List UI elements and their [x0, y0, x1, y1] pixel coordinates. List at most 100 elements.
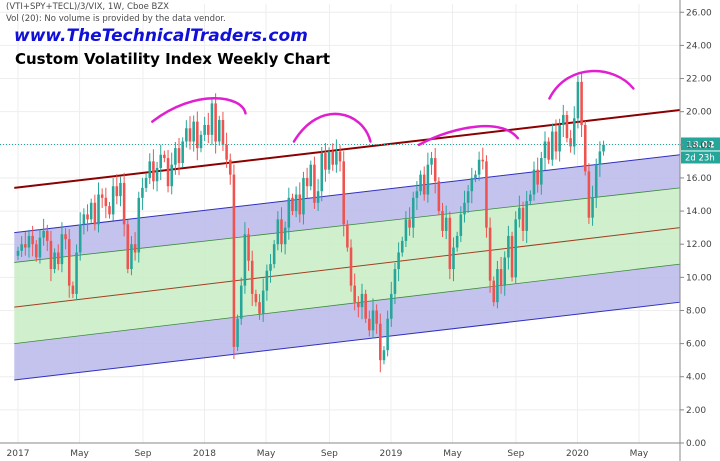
x-tick-label: May [443, 449, 462, 459]
candle-body [221, 119, 225, 145]
candle [324, 142, 327, 182]
candle [327, 147, 331, 174]
candle-body [170, 164, 173, 187]
watermark-url[interactable]: www.TheTechnicalTraders.com [14, 26, 308, 46]
candle [82, 208, 86, 235]
candle-body [430, 158, 433, 165]
candle [71, 281, 75, 299]
y-tick-label: 4.00 [686, 373, 706, 383]
candle [459, 206, 463, 243]
y-tick-label: 24.00 [686, 41, 712, 51]
candle-body [316, 191, 320, 203]
candle [452, 237, 455, 282]
candle-body [338, 151, 342, 162]
candle [152, 149, 155, 190]
candle [89, 198, 93, 224]
candle [280, 207, 283, 253]
candle-body [228, 159, 232, 175]
candle [529, 190, 532, 206]
candle [360, 283, 364, 320]
candle [598, 141, 602, 177]
candle [38, 229, 42, 264]
candle-body [298, 194, 302, 215]
x-tick-label: 2019 [380, 449, 403, 459]
candle [331, 143, 335, 171]
candle-body [188, 128, 192, 142]
candle [298, 182, 302, 223]
candle-body [64, 234, 67, 240]
candle [346, 220, 349, 252]
candle [177, 138, 181, 176]
volume-line: Vol (20): No volume is provided by the d… [6, 14, 226, 24]
candle [305, 167, 309, 199]
candle-body [86, 214, 89, 220]
candle-body [390, 293, 393, 319]
y-tick-label: 8.00 [686, 306, 706, 316]
chart-title: Custom Volatility Index Weekly Chart [15, 50, 330, 68]
candle-body [346, 224, 349, 248]
candle-body [576, 81, 580, 119]
candle [364, 289, 367, 323]
candle [463, 190, 466, 223]
candle [86, 204, 89, 232]
candle-body [426, 164, 430, 195]
candle-body [393, 269, 397, 294]
candle-body [510, 235, 514, 278]
candle-body [349, 247, 353, 286]
candle-body [565, 114, 569, 139]
lower-channel-line [14, 301, 681, 381]
candle-body [382, 350, 386, 361]
candle [93, 194, 97, 231]
candle-body [111, 186, 115, 215]
candle-body [75, 252, 78, 294]
candle-body [602, 144, 605, 152]
candle-body [302, 177, 305, 215]
candle-body [250, 260, 254, 294]
candle [174, 141, 177, 175]
candle [75, 244, 78, 301]
candles [16, 71, 605, 373]
candle-body [265, 270, 269, 291]
y-tick-label: 6.00 [686, 340, 706, 350]
y-tick-label: 10.00 [686, 273, 712, 283]
candle [488, 217, 492, 293]
candle-body [291, 197, 294, 212]
candle [499, 256, 503, 294]
candle [591, 185, 594, 226]
candle-body [518, 207, 521, 220]
y-tick-label: 18.00 [686, 141, 712, 151]
candle-body [591, 197, 594, 218]
candle-body [360, 293, 364, 308]
candle-body [485, 161, 488, 228]
candle [291, 193, 294, 216]
candle-body [137, 197, 141, 253]
candle-body [261, 290, 265, 314]
highlight-arc [417, 125, 520, 147]
candle-body [532, 169, 536, 195]
x-tick-label: Sep [321, 449, 338, 459]
candle [236, 314, 239, 352]
candle [576, 75, 580, 129]
candle-body [514, 219, 517, 278]
candle [510, 231, 514, 282]
candle [148, 153, 152, 185]
candle [386, 310, 389, 357]
candle-body [27, 235, 31, 248]
candle [514, 211, 517, 284]
candle [31, 225, 34, 257]
candle-body [433, 158, 437, 182]
candle-body [536, 169, 539, 185]
candle [45, 224, 49, 251]
candle [243, 222, 247, 294]
candle [353, 273, 356, 311]
candle-body [572, 118, 576, 147]
candle-body [192, 121, 195, 142]
candle-body [313, 164, 316, 203]
candle [214, 93, 217, 154]
candle-body [411, 197, 415, 228]
candle-body [459, 214, 463, 236]
candle [225, 132, 228, 168]
candle [496, 260, 499, 309]
candle [536, 157, 539, 193]
candle-body [119, 182, 122, 197]
